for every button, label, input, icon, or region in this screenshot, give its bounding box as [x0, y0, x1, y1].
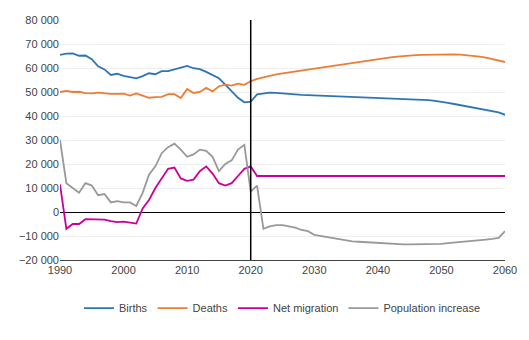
svg-text:2030: 2030 [302, 264, 326, 276]
svg-text:50 000: 50 000 [25, 86, 59, 98]
svg-text:Net migration: Net migration [273, 302, 338, 314]
svg-text:Births: Births [119, 302, 148, 314]
svg-text:Deaths: Deaths [193, 302, 228, 314]
svg-text:2000: 2000 [111, 264, 135, 276]
svg-text:30 000: 30 000 [25, 134, 59, 146]
svg-text:1990: 1990 [48, 264, 72, 276]
svg-text:2010: 2010 [175, 264, 199, 276]
svg-text:60 000: 60 000 [25, 62, 59, 74]
svg-text:−10 000: −10 000 [19, 230, 59, 242]
svg-text:0: 0 [53, 206, 59, 218]
svg-text:2060: 2060 [493, 264, 517, 276]
svg-text:−20 000: −20 000 [19, 254, 59, 266]
svg-text:80 000: 80 000 [25, 14, 59, 26]
svg-text:70 000: 70 000 [25, 38, 59, 50]
svg-text:10 000: 10 000 [25, 182, 59, 194]
svg-text:2020: 2020 [238, 264, 262, 276]
svg-text:20 000: 20 000 [25, 158, 59, 170]
svg-text:40 000: 40 000 [25, 110, 59, 122]
svg-text:Population increase: Population increase [383, 302, 480, 314]
svg-text:2050: 2050 [429, 264, 453, 276]
svg-text:2040: 2040 [366, 264, 390, 276]
